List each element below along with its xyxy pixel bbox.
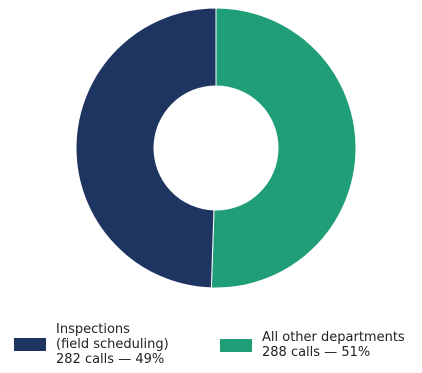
donut-chart [75,7,357,289]
legend-label-all-other-departments: All other departments 288 calls — 51% [262,330,405,360]
legend-value-text: 282 calls — 49% [56,352,165,367]
donut-slice-all-other-departments [210,7,357,289]
legend-label-line: (field scheduling) [56,337,169,352]
legend-label-line: Inspections [56,322,130,337]
legend-value-text: 288 calls — 51% [262,345,371,360]
legend-label-inspections: Inspections (field scheduling) 282 calls… [56,322,169,367]
donut-slice-inspections [75,7,217,289]
legend-item-all-other-departments: All other departments 288 calls — 51% [220,330,405,360]
legend-swatch-inspections [14,338,46,351]
legend-item-inspections: Inspections (field scheduling) 282 calls… [14,322,169,367]
legend-label-line: All other departments [262,330,405,345]
legend: Inspections (field scheduling) 282 calls… [0,322,422,370]
legend-swatch-all-other-departments [220,338,252,352]
